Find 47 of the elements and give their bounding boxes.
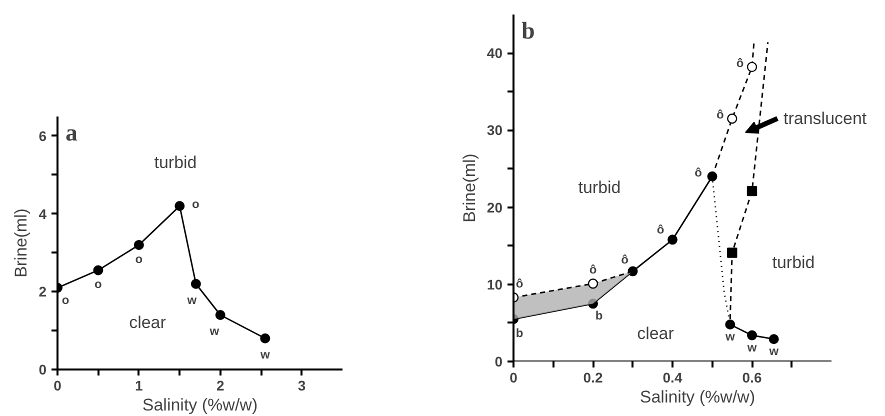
annotation: o <box>62 292 70 307</box>
y-tick-label: 40 <box>486 45 503 62</box>
annotation: ô <box>736 56 744 70</box>
annotation: translucent <box>784 109 867 128</box>
annotation: o <box>94 277 102 292</box>
annotation: ô <box>694 165 702 180</box>
annotation: b <box>516 326 524 340</box>
annotation: w <box>186 292 198 307</box>
annotation: w <box>259 347 270 362</box>
x-tick-label: 0.4 <box>662 370 682 386</box>
y-axis-title: Brine(ml) <box>12 208 31 278</box>
y-tick-label: 4 <box>38 206 47 222</box>
x-tick-label: 0 <box>54 378 62 394</box>
annotation: clear <box>637 324 674 343</box>
annotation: o <box>135 252 143 266</box>
annotation: ô <box>516 276 524 290</box>
annotation: clear <box>129 313 166 332</box>
chart-title: a <box>66 120 78 146</box>
x-tick-label: 2 <box>216 378 224 394</box>
y-tick-label: 10 <box>486 276 503 292</box>
y-tick-label: 30 <box>486 122 503 138</box>
annotation: w <box>208 324 220 338</box>
x-tick-label: 1 <box>135 378 144 394</box>
x-tick-label: 0.6 <box>742 370 762 386</box>
y-tick-label: 2 <box>38 284 47 300</box>
y-tick-label: 0 <box>494 354 503 370</box>
annotation: ô <box>656 222 664 237</box>
x-axis-title: Salinity (%w/w) <box>142 396 258 414</box>
x-tick-label: 0.2 <box>583 370 603 386</box>
y-tick-label: 6 <box>38 128 47 144</box>
annotation: ô <box>716 108 724 122</box>
x-tick-label: 0 <box>510 370 518 386</box>
annotation: turbid <box>154 153 197 172</box>
annotation: b <box>595 308 603 323</box>
x-tick-label: 3 <box>298 378 306 394</box>
y-tick-label: 20 <box>486 199 503 216</box>
annotation: ô <box>589 262 597 277</box>
x-axis-title: Salinity (%w/w) <box>640 388 756 406</box>
annotation: turbid <box>772 253 815 272</box>
annotation: w <box>768 344 780 358</box>
chart-title: b <box>522 18 535 44</box>
annotation: turbid <box>578 178 621 197</box>
annotation: o <box>192 197 200 212</box>
annotation: ô <box>621 252 628 266</box>
annotation: w <box>746 340 758 354</box>
annotation: w <box>724 329 736 344</box>
y-axis-title: Brine(ml) <box>460 154 479 222</box>
